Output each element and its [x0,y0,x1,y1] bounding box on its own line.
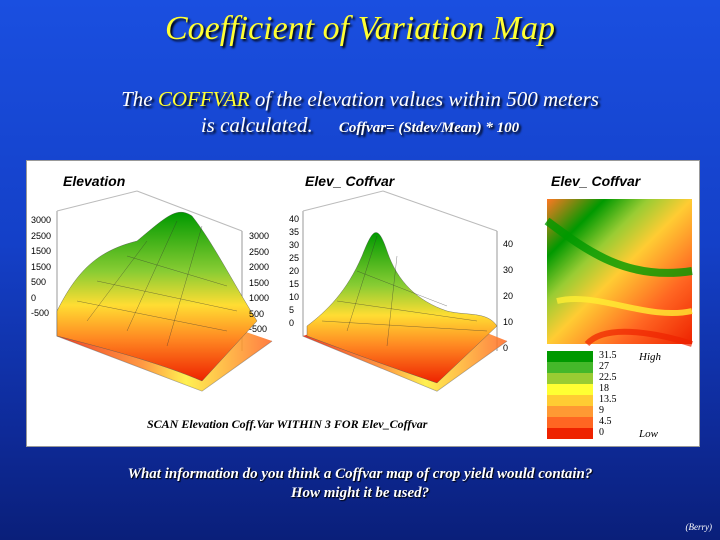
tick: 15 [289,279,300,289]
legend-low: Low [639,428,658,440]
label-elevation: Elevation [63,173,126,189]
legend-value: 27 [599,361,609,372]
coffvar-2d-map [544,199,693,347]
tick: 3000 [249,231,270,241]
subtitle-pre: The [121,87,158,111]
tick: 40 [503,239,514,249]
tick: 35 [289,227,300,237]
legend-value: 4.5 [599,416,612,427]
elevation-axis-left: 3000 2500 1500 1500 500 0 -500 [31,213,51,322]
tick: 3000 [31,215,52,225]
surface-plots [56,190,693,439]
tick: 10 [289,292,300,302]
tick: 10 [503,317,514,327]
tick: 20 [503,291,514,301]
tick: 20 [289,266,300,276]
credit: (Berry) [685,522,713,532]
tick: -500 [31,308,50,318]
legend-value: 13.5 [599,394,617,405]
legend-value: 9 [599,405,604,416]
label-coffvar-2d: Elev_ Coffvar [551,173,641,189]
tick: -500 [249,324,268,334]
tick: 0 [289,318,295,328]
tick: 2500 [249,246,270,257]
tick: 1500 [249,277,270,288]
formula: Coffvar= (Stdev/Mean) * 100 [338,120,520,136]
legend-swatches [547,351,593,439]
tick: 500 [31,277,47,287]
subtitle-line-1: The COFFVAR of the elevation values with… [0,86,720,112]
elevation-axis-right: 3000 2500 2000 1500 1000 500 -500 [249,229,269,338]
tick: 2000 [249,262,270,272]
tick: 40 [289,214,300,224]
subtitle-line2-text: is calculated. [200,113,313,137]
tick: 1000 [249,293,270,303]
tick: 2500 [31,230,52,241]
tick: 30 [503,265,514,275]
subtitle-line-2: is calculated. Coffvar= (Stdev/Mean) * 10… [0,112,720,141]
figure-caption: SCAN Elevation Coff.Var WITHIN 3 FOR Ele… [147,417,428,431]
legend-value: 18 [599,383,609,394]
question-line-1: What information do you think a Coffvar … [127,466,593,482]
slide-title: Coefficient of Variation Map [164,10,556,47]
tick: 0 [31,292,37,303]
subtitle-highlight: COFFVAR [157,87,250,111]
question-line-2: How might it be used? [290,485,430,501]
tick: 0 [503,343,509,353]
label-coffvar-3d: Elev_ Coffvar [305,173,395,189]
tick: 5 [289,305,295,315]
tick: 1500 [31,261,52,272]
tick: 30 [289,240,300,250]
tick: 1500 [31,246,52,256]
coffvar-axis-left: 40 35 30 25 20 15 10 5 0 [289,213,299,330]
tick: 500 [249,308,265,319]
coffvar-surface [302,190,508,392]
question: What information do you think a Coffvar … [0,465,720,503]
legend-high: High [639,351,661,363]
legend-value: 0 [599,427,604,438]
figure-panel: Elevation Elev_ Coffvar Elev_ Coffvar [26,160,700,447]
coffvar-axis-right: 40 30 20 10 0 [503,231,513,361]
legend-value: 31.5 [599,350,617,361]
elevation-surface [56,190,273,392]
subtitle: The COFFVAR of the elevation values with… [0,86,720,141]
tick: 25 [289,253,300,263]
legend-value: 22.5 [599,372,617,383]
subtitle-post: of the elevation values within 500 meter… [249,87,599,111]
